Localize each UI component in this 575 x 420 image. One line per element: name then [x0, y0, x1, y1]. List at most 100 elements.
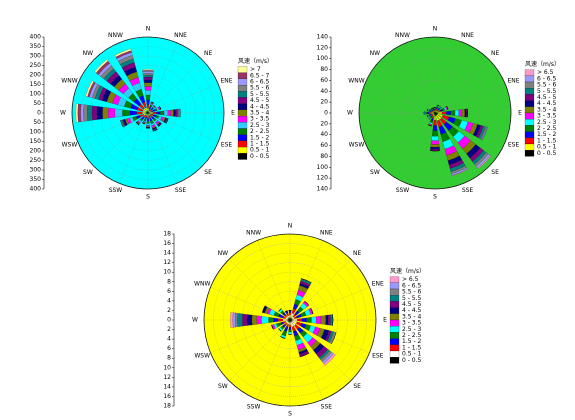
petal-segment	[306, 317, 312, 323]
radial-tick-label: 8	[167, 355, 171, 362]
petal-segment	[288, 312, 292, 316]
legend-swatch	[389, 357, 400, 364]
legend-title: 风速（m/s）	[238, 58, 273, 65]
legend-label: 1 - 1.5	[250, 141, 270, 148]
legend-label: 4 - 4.5	[250, 103, 270, 110]
legend-label: 3 - 3.5	[250, 116, 270, 123]
legend-swatch	[524, 81, 535, 89]
petal-segment	[434, 108, 436, 110]
petal-segment	[77, 103, 82, 123]
radial-tick-label: 16	[163, 240, 171, 247]
legend-swatch	[237, 91, 248, 98]
legend-label: 4 - 4.5	[537, 100, 557, 107]
radial-tick-label: 10	[163, 364, 171, 371]
grid-circle	[203, 233, 377, 407]
petal-segment	[315, 315, 322, 325]
legend-label: > 6.5	[537, 69, 554, 76]
petal-segment	[170, 109, 174, 117]
direction-label: SE	[353, 383, 361, 390]
radial-tick-label: 2	[167, 307, 171, 314]
radial-tick-label: 150	[30, 81, 42, 88]
legend-swatch	[524, 94, 535, 101]
grid-circle	[358, 36, 512, 190]
petal-segment	[461, 109, 465, 117]
petal-segment	[143, 74, 153, 78]
direction-label: W	[192, 317, 198, 324]
petal-segment	[144, 90, 152, 96]
radial-tick-label: 6	[167, 345, 171, 352]
petal-segment	[434, 107, 436, 109]
petal-segment	[301, 278, 312, 283]
petal-segment	[114, 108, 123, 118]
legend-swatch	[237, 109, 248, 117]
direction-label: NW	[370, 50, 380, 57]
petal-segment	[232, 312, 236, 328]
petal-segment	[96, 106, 103, 120]
spoke	[405, 42, 436, 114]
radial-tick-label: 400	[30, 34, 42, 41]
legend-label: 4.5 - 5	[250, 97, 270, 104]
legend-label: 6.5 - 7	[250, 72, 270, 79]
radial-tick-label: 300	[30, 167, 42, 174]
grid-circle	[391, 69, 479, 157]
direction-label: WNW	[348, 77, 364, 84]
radial-tick-label: 140	[317, 186, 329, 193]
petal-segment	[153, 105, 156, 108]
grid-circle	[369, 47, 501, 179]
spoke	[381, 59, 436, 114]
direction-label: ESE	[508, 142, 520, 149]
direction-label: W	[347, 110, 353, 117]
legend-swatch	[524, 150, 535, 157]
legend-swatch	[389, 319, 400, 327]
petal-segment	[428, 112, 432, 114]
legend-label: 3.5 - 4	[402, 313, 422, 320]
direction-label: SE	[204, 169, 212, 176]
wind-rose-chart: N NNE NE ENE E ESE SE SSE S SSW SW WSW W WNW NW NNW 0 20 2…	[317, 26, 560, 201]
spoke	[434, 42, 465, 114]
direction-label: N	[288, 223, 293, 230]
direction-label: SSW	[247, 403, 261, 410]
legend-label: 2 - 2.5	[537, 125, 557, 132]
grid-circle	[242, 272, 338, 368]
legend-label: 1 - 1.5	[537, 137, 557, 144]
legend-label: 0 - 0.5	[402, 357, 422, 364]
spoke	[256, 240, 291, 321]
petal-segment	[83, 104, 88, 122]
legend-swatch	[389, 313, 400, 321]
direction-label: NNE	[461, 32, 474, 39]
legend-label: 5.5 - 6	[537, 82, 557, 89]
direction-label: ESE	[221, 142, 233, 149]
petal-segment	[454, 109, 459, 117]
legend-swatch	[237, 147, 248, 154]
petal-segment	[325, 314, 329, 326]
legend-swatch	[237, 140, 248, 148]
radial-tick-label: 100	[317, 55, 329, 62]
radial-tick-label: 18	[163, 231, 171, 238]
petal-segment	[477, 155, 492, 170]
direction-label: SW	[83, 169, 93, 176]
petal-segment	[311, 316, 317, 324]
petal-segment	[230, 312, 234, 328]
legend-swatch	[389, 307, 400, 314]
petal-segment	[327, 314, 331, 326]
petal-segment	[439, 106, 442, 109]
legend-swatch	[389, 332, 400, 339]
legend-label: 2 - 2.5	[250, 128, 270, 135]
petal-segment	[430, 148, 440, 152]
legend-label: 0.5 - 1	[250, 147, 270, 154]
petal-segment	[87, 105, 93, 121]
petal-segment	[299, 353, 310, 357]
radial-tick-label: 12	[163, 374, 171, 381]
legend-label: 6 - 6.5	[402, 282, 422, 289]
petal-segment	[432, 107, 434, 109]
legend-label: 0 - 0.5	[250, 153, 270, 160]
radial-tick-label: 18	[163, 403, 171, 410]
legend-label: 0.5 - 1	[402, 351, 422, 358]
legend-swatch	[237, 103, 248, 110]
direction-label: WSW	[62, 142, 78, 149]
direction-label: SE	[491, 169, 499, 176]
petal-segment	[288, 327, 292, 330]
direction-label: SW	[218, 383, 228, 390]
petal-segment	[261, 316, 269, 324]
legend-swatch	[237, 84, 248, 92]
